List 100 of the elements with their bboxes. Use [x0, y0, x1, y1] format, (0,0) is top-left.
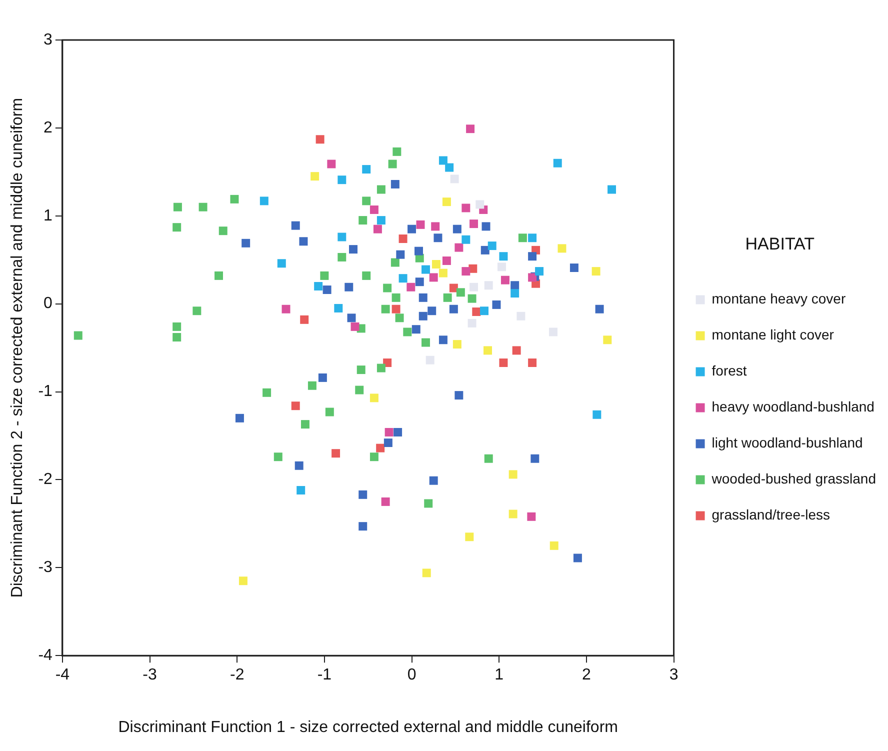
point	[370, 452, 378, 462]
point	[468, 294, 476, 303]
point	[412, 325, 420, 334]
x-axis-title: Discriminant Function 1 - size corrected external and middle cuneiform	[118, 718, 618, 736]
point	[422, 265, 430, 274]
point	[528, 273, 537, 282]
point	[416, 220, 425, 229]
point	[358, 522, 368, 531]
legend-label: light woodland-bushland	[712, 434, 863, 451]
x-tick-label: 0	[407, 666, 416, 684]
point	[262, 388, 272, 397]
point	[438, 268, 448, 278]
point	[398, 274, 408, 283]
point	[230, 194, 239, 204]
point	[384, 438, 392, 448]
point	[603, 336, 612, 344]
legend-label: wooded-bushed grassland	[710, 470, 876, 487]
point	[449, 304, 458, 314]
point	[528, 252, 537, 261]
point	[392, 304, 400, 314]
point	[294, 461, 304, 470]
point	[454, 243, 464, 252]
y-tick-label: 3	[44, 31, 53, 48]
point	[376, 216, 386, 225]
point	[442, 256, 451, 265]
point	[291, 402, 300, 410]
point	[438, 156, 448, 165]
point	[484, 346, 492, 355]
point	[558, 244, 566, 253]
point	[327, 160, 336, 168]
point	[470, 282, 478, 292]
point	[218, 226, 228, 236]
point	[443, 293, 452, 302]
point	[362, 271, 371, 280]
point	[592, 410, 602, 419]
point	[406, 282, 416, 292]
point	[570, 264, 578, 272]
point	[403, 328, 412, 336]
point	[300, 315, 309, 324]
legend-label: grassland/tree-less	[712, 506, 830, 523]
point	[508, 510, 518, 518]
point	[338, 176, 346, 184]
point	[350, 322, 360, 331]
point	[395, 314, 404, 322]
y-tick-label: -4	[38, 647, 53, 664]
point	[422, 338, 430, 347]
point	[74, 331, 82, 340]
point	[172, 223, 182, 232]
point	[373, 224, 382, 234]
point	[595, 304, 604, 314]
x-tick-label: -2	[230, 666, 244, 684]
y-tick-label: -1	[38, 383, 53, 400]
point	[296, 486, 306, 495]
point	[322, 286, 332, 294]
point	[482, 222, 490, 231]
point	[173, 202, 182, 212]
point	[383, 284, 392, 292]
point	[274, 452, 282, 462]
y-tick-label: 2	[44, 119, 53, 136]
point	[355, 386, 364, 394]
legend-label: montane heavy cover	[712, 290, 846, 307]
point	[452, 224, 462, 234]
point	[338, 252, 346, 262]
point	[480, 246, 490, 254]
point	[484, 454, 493, 463]
point	[527, 512, 536, 521]
point	[500, 276, 510, 284]
x-tick-label: 1	[494, 666, 504, 684]
point	[518, 234, 527, 242]
x-tick-label: 2	[582, 666, 591, 684]
point	[376, 364, 386, 372]
point	[408, 224, 416, 234]
point	[192, 306, 202, 316]
point	[358, 216, 368, 225]
point	[422, 568, 431, 578]
point	[592, 267, 600, 276]
point	[388, 160, 397, 168]
point	[424, 499, 433, 508]
point	[530, 454, 540, 463]
point	[480, 306, 488, 316]
point	[376, 185, 386, 194]
point	[349, 245, 358, 254]
point	[466, 124, 475, 134]
point	[316, 135, 324, 144]
point	[376, 444, 385, 452]
point	[465, 532, 474, 542]
legend-label: forest	[712, 362, 747, 379]
y-axis-title: Discriminant Function 2 - size corrected external and middle cuneiform	[9, 98, 26, 598]
x-tick-label: -4	[55, 666, 70, 684]
point	[472, 308, 481, 316]
point	[438, 336, 448, 344]
point	[242, 238, 250, 248]
point	[392, 147, 402, 156]
point	[418, 312, 428, 320]
y-tick-label: 1	[44, 207, 53, 224]
point	[282, 304, 290, 314]
point	[370, 394, 378, 402]
point	[394, 428, 402, 436]
point	[434, 234, 442, 242]
point	[476, 200, 484, 209]
